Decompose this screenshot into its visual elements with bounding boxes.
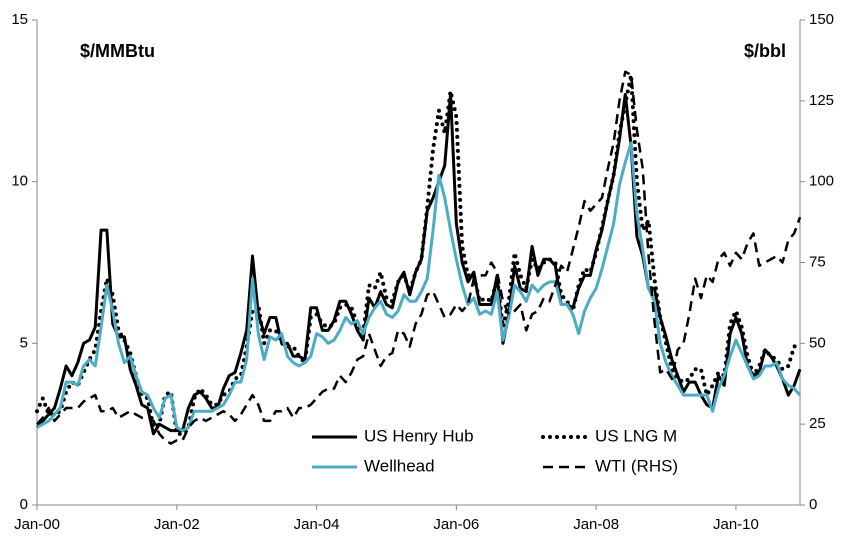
legend-label: Wellhead — [364, 456, 435, 475]
y2-tick-label: 150 — [809, 11, 834, 28]
x-tick-label: Jan-06 — [433, 516, 479, 533]
y-tick-label: 5 — [20, 334, 28, 351]
x-tick-label: Jan-10 — [713, 516, 759, 533]
y-tick-label: 10 — [11, 173, 28, 190]
series-line — [36, 141, 802, 433]
series-line — [35, 92, 802, 436]
legend-label: WTI (RHS) — [595, 456, 678, 475]
right-axis-unit: $/bbl — [744, 41, 786, 61]
x-tick-label: Jan-04 — [294, 516, 340, 533]
y2-tick-label: 25 — [809, 415, 826, 432]
y-tick-label: 15 — [11, 11, 28, 28]
left-axis-unit: $/MMBtu — [80, 41, 155, 61]
y2-tick-label: 100 — [809, 173, 834, 190]
y2-tick-label: 125 — [809, 92, 834, 109]
x-tick-label: Jan-00 — [14, 516, 60, 533]
y2-tick-label: 50 — [809, 334, 826, 351]
series-line — [35, 72, 802, 436]
legend-label: US LNG M — [595, 426, 677, 445]
y2-tick-label: 0 — [809, 496, 817, 513]
y2-tick-label: 75 — [809, 253, 826, 270]
x-tick-label: Jan-02 — [154, 516, 200, 533]
legend-label: US Henry Hub — [364, 426, 474, 445]
x-tick-label: Jan-08 — [573, 516, 619, 533]
y-tick-label: 0 — [20, 496, 28, 513]
